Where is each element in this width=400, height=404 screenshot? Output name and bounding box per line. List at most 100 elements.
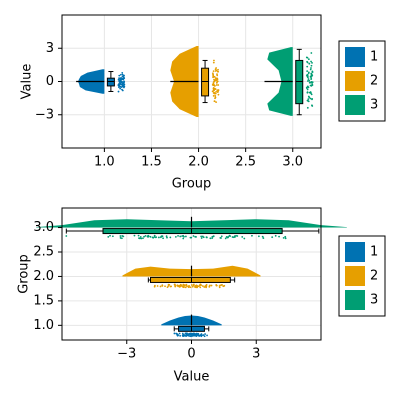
bottom-rain-point (195, 333, 197, 336)
top-rain-point (118, 77, 120, 79)
bottom-rain-point (220, 237, 222, 239)
top-rain-point (306, 91, 309, 94)
top-rain-point (214, 77, 217, 80)
bottom-rain-point (164, 285, 166, 288)
bottom-x-tick-label: 0 (187, 347, 195, 362)
top-rain-point (309, 81, 312, 84)
top-rain-point (119, 77, 122, 80)
top-x-axis-label: Group (172, 177, 212, 192)
bottom-rain-point (201, 285, 204, 287)
bottom-rain-point (109, 234, 111, 237)
top-rain-point (121, 80, 124, 83)
top-y-tick-label: 3 (46, 41, 54, 56)
bottom-rain-point (199, 286, 202, 289)
top-rain-point (309, 97, 312, 100)
bottom-rain-point (162, 237, 165, 240)
top-rain-point (307, 98, 310, 101)
top-rain-point (306, 76, 309, 79)
top-rain-point (212, 87, 215, 89)
bottom-rain-point (205, 236, 208, 239)
bottom-rain-point (208, 285, 211, 288)
top-rain-point (306, 70, 309, 73)
top-legend-label-3: 3 (370, 98, 378, 113)
bottom-rain-point (181, 235, 183, 238)
bottom-rain-point (169, 236, 172, 239)
bottom-rain-point (257, 235, 260, 238)
top-rain-point (117, 78, 120, 81)
top-rain-point (307, 86, 310, 89)
top-rain-point (306, 106, 309, 109)
bottom-legend-label-3: 3 (370, 293, 378, 308)
top-rain-point (214, 88, 217, 90)
bottom-rain-point (167, 283, 170, 286)
top-rain-point (213, 59, 215, 62)
bottom-rain-point (119, 237, 122, 239)
bottom-rain-point (169, 285, 172, 288)
bottom-y-tick-label: 2.0 (33, 269, 54, 284)
bottom-rain-point (144, 234, 147, 237)
bottom-rain-point (284, 235, 287, 238)
top-y-axis-label: Value (20, 64, 35, 100)
top-rain-point (212, 70, 215, 73)
bottom-rain-point (140, 237, 143, 240)
top-legend-swatch-1 (345, 47, 365, 67)
top-box-group-2 (201, 67, 210, 97)
top-rain-point (118, 74, 121, 77)
top-legend-label-2: 2 (370, 74, 378, 89)
top-rain-point (306, 80, 309, 82)
top-legend-swatch-3 (345, 95, 365, 115)
top-rain-point (118, 80, 121, 83)
bottom-rain-point (188, 284, 190, 287)
top-rain-point (310, 77, 313, 79)
bottom-y-tick-label: 2.5 (33, 245, 54, 260)
bottom-rain-point (184, 235, 187, 238)
top-rain-point (307, 78, 310, 80)
top-legend-label-1: 1 (370, 50, 378, 65)
top-rain-point (215, 81, 218, 84)
bottom-rain-point (218, 286, 221, 289)
top-rain-point (118, 85, 121, 87)
top-rain-point (307, 58, 310, 61)
top-legend-swatch-2 (345, 71, 365, 91)
bottom-rain-point (205, 283, 208, 286)
bottom-legend: 1 2 3 (338, 235, 386, 317)
bottom-rain-point (243, 237, 246, 240)
top-rain-point (311, 98, 313, 101)
bottom-rain-point (204, 333, 206, 335)
bottom-rain-point (175, 332, 178, 335)
bottom-rain-point (180, 284, 182, 287)
bottom-rain-point (202, 236, 205, 239)
top-rain-point (311, 83, 314, 86)
bottom-rain-point (157, 236, 160, 239)
bottom-rain-point (205, 285, 207, 288)
top-rain-point (311, 104, 313, 107)
bottom-rain-point (149, 235, 152, 238)
top-rain-point (215, 101, 218, 103)
bottom-rain-point (179, 334, 182, 337)
top-rain-point (307, 72, 310, 75)
top-rain-point (123, 81, 126, 83)
top-rain-point (217, 68, 219, 71)
bottom-rain-point (191, 285, 194, 288)
top-rain-point (305, 74, 308, 77)
top-rain-point (118, 82, 121, 85)
bottom-rain-point (192, 235, 195, 237)
bottom-rain-point (235, 234, 237, 237)
top-rain-point (122, 76, 125, 79)
bottom-rain-point (183, 286, 185, 289)
bottom-rain-point (107, 236, 110, 238)
bottom-rain-point (178, 284, 181, 287)
top-rain-point (119, 73, 122, 76)
bottom-rain-point (192, 284, 195, 287)
top-rain-point (212, 76, 215, 79)
bottom-rain-point (211, 237, 214, 240)
bottom-rain-point (261, 235, 264, 238)
bottom-rain-point (274, 234, 277, 237)
top-rain-point (306, 61, 309, 64)
top-rain-point (212, 84, 215, 87)
top-rain-point (121, 89, 124, 92)
bottom-rain-point (199, 334, 202, 337)
top-rain-point (305, 56, 308, 59)
top-rain-point (311, 82, 313, 84)
